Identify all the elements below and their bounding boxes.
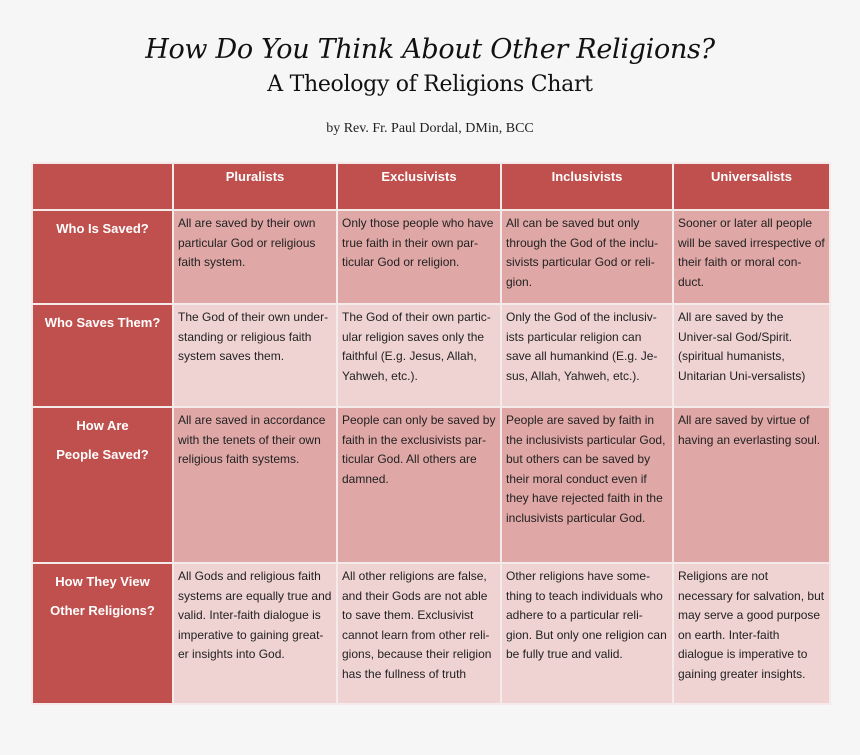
cell-exclusivists-who-is-saved: Only those people who have true faith in… bbox=[336, 209, 502, 305]
cell-universalists-who-is-saved: Sooner or later all people will be saved… bbox=[672, 209, 831, 305]
author-byline: by Rev. Fr. Paul Dordal, DMin, BCC bbox=[326, 121, 534, 136]
cell-pluralists-who-is-saved: All are saved by their own particular Go… bbox=[172, 209, 338, 305]
row-header-who-is-saved: Who Is Saved? bbox=[31, 209, 174, 305]
theology-chart-table: Pluralists Exclusivists Inclusivists Uni… bbox=[31, 162, 831, 705]
row-header-line: Who Is Saved? bbox=[56, 221, 149, 236]
table-row-how-are-people-saved: How Are People Saved? All are saved in a… bbox=[31, 406, 831, 564]
column-header-row: Pluralists Exclusivists Inclusivists Uni… bbox=[31, 162, 831, 211]
corner-cell bbox=[31, 162, 174, 211]
cell-inclusivists-who-saves-them: Only the God of the inclusiv-ists partic… bbox=[500, 303, 674, 408]
cell-inclusivists-who-is-saved: All can be saved but only through the Go… bbox=[500, 209, 674, 305]
table-row-who-saves-them: Who Saves Them? The God of their own und… bbox=[31, 303, 831, 408]
row-header-line: People Saved? bbox=[56, 447, 149, 462]
page-title: How Do You Think About Other Religions? bbox=[145, 34, 715, 65]
row-header-who-saves-them: Who Saves Them? bbox=[31, 303, 174, 408]
table-row-who-is-saved: Who Is Saved? All are saved by their own… bbox=[31, 209, 831, 305]
cell-pluralists-how-they-view: All Gods and religious faith systems are… bbox=[172, 562, 338, 705]
row-header-how-they-view-other-religions: How They View Other Religions? bbox=[31, 562, 174, 705]
cell-universalists-how-are-people-saved: All are saved by virtue of having an eve… bbox=[672, 406, 831, 564]
table-row-how-they-view-other-religions: How They View Other Religions? All Gods … bbox=[31, 562, 831, 705]
row-header-line: How Are bbox=[76, 418, 129, 433]
column-header-exclusivists: Exclusivists bbox=[336, 162, 502, 211]
cell-exclusivists-how-are-people-saved: People can only be saved by faith in the… bbox=[336, 406, 502, 564]
cell-inclusivists-how-they-view: Other religions have some-thing to teach… bbox=[500, 562, 674, 705]
column-header-universalists: Universalists bbox=[672, 162, 831, 211]
cell-pluralists-who-saves-them: The God of their own under-standing or r… bbox=[172, 303, 338, 408]
page-subtitle: A Theology of Religions Chart bbox=[267, 72, 593, 97]
row-header-line: How They View bbox=[55, 574, 150, 589]
column-header-inclusivists: Inclusivists bbox=[500, 162, 674, 211]
row-header-line: Other Religions? bbox=[50, 603, 155, 618]
cell-pluralists-how-are-people-saved: All are saved in accordance with the ten… bbox=[172, 406, 338, 564]
cell-exclusivists-how-they-view: All other religions are false, and their… bbox=[336, 562, 502, 705]
row-header-how-are-people-saved: How Are People Saved? bbox=[31, 406, 174, 564]
row-header-line: Who Saves Them? bbox=[44, 315, 161, 330]
cell-universalists-who-saves-them: All are saved by the Univer-sal God/Spir… bbox=[672, 303, 831, 408]
cell-exclusivists-who-saves-them: The God of their own partic-ular religio… bbox=[336, 303, 502, 408]
cell-inclusivists-how-are-people-saved: People are saved by faith in the inclusi… bbox=[500, 406, 674, 564]
column-header-pluralists: Pluralists bbox=[172, 162, 338, 211]
cell-universalists-how-they-view: Religions are not necessary for salvatio… bbox=[672, 562, 831, 705]
